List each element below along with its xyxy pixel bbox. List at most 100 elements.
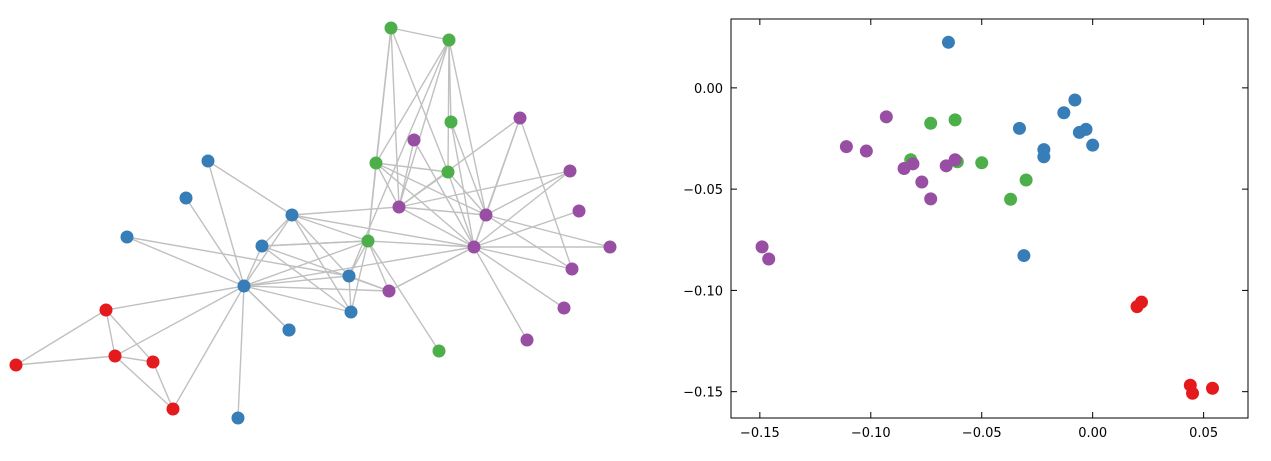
network-edge [105,309,154,363]
network-edge [185,197,245,287]
network-edge [152,361,174,410]
network-edge [243,285,352,313]
network-node-purple [513,111,527,125]
network-node-blue [201,154,215,168]
scatter-point-blue [1086,138,1100,152]
network-node-blue [179,191,193,205]
network-edge [473,246,573,270]
network-node-green [369,156,383,170]
network-edge [398,170,571,208]
network-edge [15,309,107,366]
scatter-point-purple [879,110,893,124]
network-node-purple [479,208,493,222]
network-edge [367,240,440,352]
network-node-green [442,33,456,47]
network-edge [388,246,475,292]
network-edge [243,285,390,292]
network-edge [375,162,475,248]
scatter-point-blue [1037,150,1051,164]
y-tick-label: −0.15 [683,386,723,401]
scatter-point-red [1205,381,1219,395]
network-node-purple [572,204,586,218]
network-node-red [108,349,122,363]
network-edge [398,206,475,248]
network-edge [398,139,415,208]
network-edge [473,210,580,248]
network-edge [172,285,245,410]
network-edge [15,355,116,366]
network-edge [243,275,350,287]
x-tick-label: −0.10 [851,426,891,441]
scatter-point-purple [755,240,769,254]
network-edge [243,285,290,331]
network-edge [261,245,352,313]
network-node-blue [120,230,134,244]
network-edge [105,285,245,311]
network-edge [447,171,487,216]
scatter-point-red [1130,300,1144,314]
network-edge [390,27,449,173]
scatter-point-green [924,116,938,130]
network-edge [243,245,263,287]
network-edge [291,214,369,242]
network-node-purple [565,262,579,276]
x-tick-label: 0.05 [1189,426,1218,441]
network-edge [450,121,487,216]
network-edge [375,162,487,216]
network-node-purple [520,333,534,347]
network-edge [105,309,116,357]
network-edge [473,246,528,341]
scatter-point-blue [941,35,955,49]
network-edge [485,214,611,248]
scatter-plot: −0.15 −0.10 −0.05 0.00 0.05 0.00−0.05−0.10−0… [683,18,1249,441]
scatter-point-green [948,113,962,127]
network-edge [398,206,487,216]
network-edge [348,275,390,292]
network-node-green [361,234,375,248]
network-edge [114,355,174,410]
network-edge [390,27,400,208]
network-edge [243,240,369,287]
x-tick-label: −0.05 [962,426,1002,441]
scatter-point-purple [939,159,953,173]
scatter-point-purple [859,144,873,158]
network-node-blue [344,305,358,319]
network-edge [485,214,573,270]
x-axis-ticks: −0.15 −0.10 −0.05 0.00 0.05 [740,19,1218,441]
network-nodes [9,21,617,425]
network-edge [114,285,245,357]
network-edge [448,39,487,216]
scatter-point-blue [1068,93,1082,107]
network-edge [207,160,293,216]
network-edge [237,285,245,419]
network-edge [390,27,450,41]
scatter-points [755,35,1219,400]
network-node-purple [563,164,577,178]
network-edge [126,236,245,287]
network-node-green [432,344,446,358]
network-edge [519,117,573,270]
network-node-blue [237,279,251,293]
x-tick-label: −0.15 [740,426,780,441]
network-edge [447,39,450,173]
network-node-green [384,21,398,35]
network-edge [243,246,475,287]
network-edges [15,27,611,419]
network-edge [450,121,475,248]
network-edge [261,214,293,247]
network-edge [291,206,400,216]
y-tick-label: 0.00 [694,82,723,97]
network-node-blue [282,323,296,337]
scatter-point-blue [1017,249,1031,263]
scatter-point-green [975,156,989,170]
network-edge [367,240,390,292]
network-node-purple [557,301,571,315]
network-node-red [99,303,113,317]
network-node-green [444,115,458,129]
scatter-point-blue [1072,125,1086,139]
network-node-purple [603,240,617,254]
network-edge [398,117,521,208]
scatter-point-purple [915,175,929,189]
network-node-purple [392,200,406,214]
